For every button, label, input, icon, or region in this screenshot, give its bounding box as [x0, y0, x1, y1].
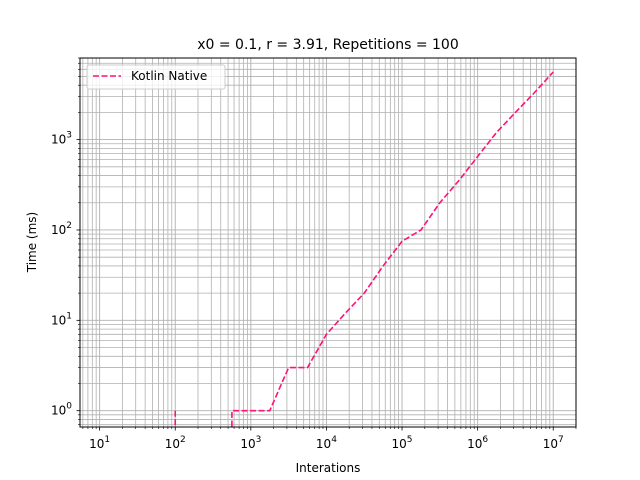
x-tick-label: 107	[543, 435, 564, 451]
legend-entry-kotlin-native: Kotlin Native	[131, 69, 207, 83]
x-tick-label: 105	[392, 435, 413, 451]
x-tick-label: 106	[467, 435, 488, 451]
x-tick-label: 104	[316, 435, 337, 451]
chart-title: x0 = 0.1, r = 3.91, Repetitions = 100	[197, 37, 459, 53]
legend-box	[86, 64, 226, 90]
legend: Kotlin Native	[86, 64, 226, 90]
plot-frame	[79, 57, 577, 428]
y-tick-label: 103	[51, 131, 72, 147]
x-tick-label: 102	[165, 435, 186, 451]
y-tick-label: 102	[51, 221, 72, 237]
x-tick-label: 103	[240, 435, 261, 451]
series-layer	[174, 71, 554, 427]
x-axis-label: Interations	[296, 461, 361, 475]
ticks: 101 102 103 104 105 106 107 100 101 102 103	[51, 57, 577, 451]
y-tick-label: 100	[51, 402, 72, 418]
series-line-0	[174, 71, 554, 427]
y-tick-label: 101	[51, 311, 72, 327]
x-tick-label: 101	[89, 435, 110, 451]
grid	[80, 57, 577, 427]
y-axis-label: Time (ms)	[25, 212, 39, 274]
